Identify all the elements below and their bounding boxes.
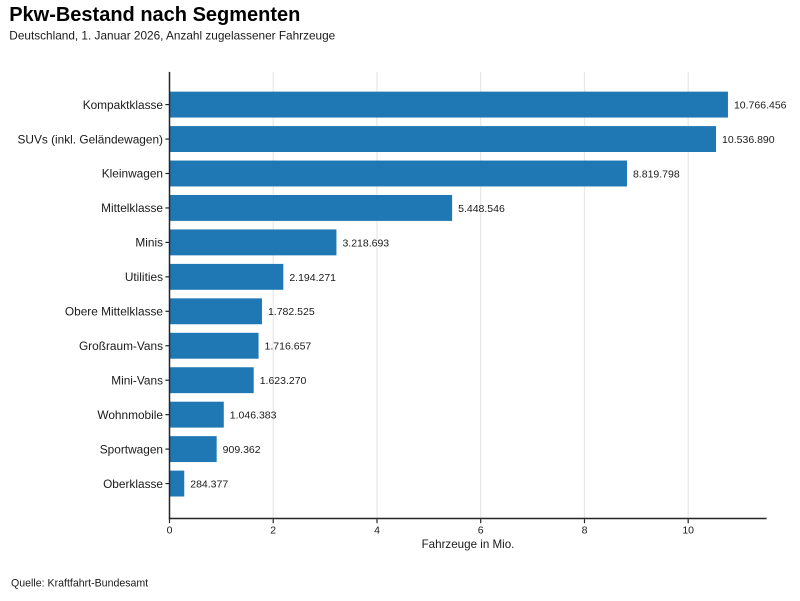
svg-text:4: 4 (374, 524, 380, 536)
svg-text:Minis: Minis (135, 236, 163, 250)
svg-text:2: 2 (270, 524, 276, 536)
svg-text:909.362: 909.362 (223, 444, 261, 456)
svg-text:Quelle: Kraftfahrt-Bundesamt: Quelle: Kraftfahrt-Bundesamt (11, 578, 148, 590)
svg-text:Pkw-Bestand nach Segmenten: Pkw-Bestand nach Segmenten (9, 4, 300, 26)
svg-text:6: 6 (478, 524, 484, 536)
svg-text:0: 0 (167, 524, 173, 536)
svg-text:SUVs (inkl. Geländewagen): SUVs (inkl. Geländewagen) (18, 132, 164, 146)
svg-text:1.046.383: 1.046.383 (230, 410, 277, 422)
svg-text:Deutschland, 1. Januar 2026, A: Deutschland, 1. Januar 2026, Anzahl zuge… (9, 29, 335, 43)
svg-text:284.377: 284.377 (190, 478, 228, 490)
svg-text:Kleinwagen: Kleinwagen (102, 167, 163, 181)
svg-text:10.766.456: 10.766.456 (734, 100, 787, 112)
svg-text:Großraum-Vans: Großraum-Vans (79, 339, 163, 353)
svg-text:Wohnmobile: Wohnmobile (97, 408, 163, 422)
svg-text:Fahrzeuge in Mio.: Fahrzeuge in Mio. (422, 538, 515, 551)
svg-text:1.623.270: 1.623.270 (260, 375, 307, 387)
svg-text:10: 10 (682, 524, 694, 536)
svg-text:Obere Mittelklasse: Obere Mittelklasse (65, 305, 163, 319)
svg-text:1.782.525: 1.782.525 (268, 306, 315, 318)
svg-text:3.218.693: 3.218.693 (342, 237, 389, 249)
svg-text:Mini-Vans: Mini-Vans (111, 373, 163, 387)
svg-text:2.194.271: 2.194.271 (289, 272, 336, 284)
svg-text:Kompaktklasse: Kompaktklasse (83, 98, 164, 112)
svg-text:1.716.657: 1.716.657 (265, 341, 312, 353)
svg-text:10.536.890: 10.536.890 (722, 134, 775, 146)
svg-text:8: 8 (582, 524, 588, 536)
svg-text:Oberklasse: Oberklasse (103, 477, 163, 491)
svg-text:Sportwagen: Sportwagen (100, 442, 163, 456)
svg-text:8.819.798: 8.819.798 (633, 168, 680, 180)
svg-text:5.448.546: 5.448.546 (458, 203, 505, 215)
svg-text:Utilities: Utilities (125, 270, 163, 284)
svg-text:Mittelklasse: Mittelklasse (101, 201, 163, 215)
